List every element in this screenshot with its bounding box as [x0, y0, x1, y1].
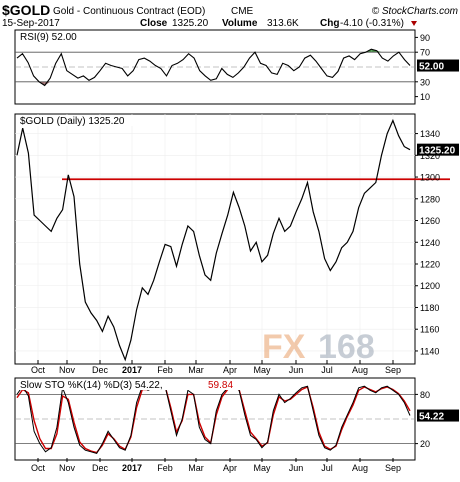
rsi-tick-label: 30 [420, 77, 430, 87]
month-label: Jun [289, 365, 304, 375]
stoch-legend-box [18, 379, 248, 390]
rsi-tick-label: 10 [420, 92, 430, 102]
stoch-legend-d: 59.84 [208, 380, 233, 391]
stoch-k-line [16, 384, 411, 454]
instrument-name: Gold - Continuous Contract (EOD) [53, 6, 205, 17]
price-tick-label: 1260 [420, 216, 440, 226]
close-label: Close [140, 18, 168, 29]
month-label: Sep [385, 365, 401, 375]
price-tick-label: 1240 [420, 238, 440, 248]
price-legend: $GOLD (Daily) 1325.20 [20, 116, 125, 127]
rsi-tick-label: 90 [420, 33, 430, 43]
stoch-legend-k: Slow STO %K(14) %D(3) 54.22, [20, 380, 163, 391]
price-legend-box [18, 115, 136, 126]
price-tick-label: 1140 [420, 346, 439, 356]
price-tick-label: 1200 [420, 281, 440, 291]
down-arrow-icon [411, 21, 417, 26]
month-label: Feb [157, 365, 173, 375]
chg-label: Chg [320, 18, 339, 29]
close-value: 1325.20 [172, 18, 209, 29]
month-label: Nov [59, 463, 76, 473]
month-label: Dec [92, 365, 109, 375]
month-label: Aug [352, 365, 368, 375]
month-label: Apr [223, 365, 237, 375]
price-tick-label: 1300 [420, 173, 440, 183]
rsi-layer: 90 70 30 10 52.00 [15, 33, 459, 102]
month-label: 2017 [122, 463, 142, 473]
rsi-tick-label: 70 [420, 48, 430, 58]
price-tick-label: 1220 [420, 260, 440, 270]
month-label: May [253, 365, 271, 375]
volume-value: 313.6K [267, 18, 299, 29]
month-label: Oct [31, 365, 46, 375]
month-label: Jun [289, 463, 304, 473]
month-axis-price: Oct Nov Dec 2017 Feb Mar Apr May Jun Jul Aug Sep [31, 360, 401, 375]
month-axis-stoch: Oct Nov Dec 2017 Feb Mar Apr May Jun Jul Aug Sep [31, 458, 401, 473]
price-layer: 1340 1320 1300 1280 1260 1240 1220 1200 1180 1160… [15, 114, 459, 364]
month-label: Nov [59, 365, 76, 375]
watermark-num: 168 [318, 328, 375, 366]
month-label: Apr [223, 463, 237, 473]
rsi-last-label: 52.00 [419, 62, 444, 73]
month-label: Oct [31, 463, 46, 473]
brand-label: © StockCharts.com [372, 6, 458, 17]
price-tick-label: 1160 [420, 325, 439, 335]
rsi-line [16, 48, 411, 87]
rsi-legend-box [18, 31, 98, 42]
rsi-last-label-box [417, 59, 459, 72]
price-last-label-box [417, 143, 459, 156]
exchange-label: CME [231, 6, 254, 17]
price-tick-label: 1180 [420, 303, 439, 313]
chg-value: -4.10 (-0.31%) [340, 18, 404, 29]
stoch-tick-label: 20 [420, 439, 430, 449]
stoch-last-label-box [417, 409, 459, 422]
month-label: Feb [157, 463, 173, 473]
month-label: 2017 [122, 365, 142, 375]
month-label: Dec [92, 463, 109, 473]
month-label: May [253, 463, 271, 473]
stoch-tick-label: 80 [420, 390, 430, 400]
price-last-label: 1325.20 [419, 146, 456, 157]
symbol-title: $GOLD [2, 2, 50, 18]
fx168-watermark: FX 168 [262, 328, 375, 366]
month-label: Aug [352, 463, 368, 473]
month-label: Sep [385, 463, 401, 473]
price-line [16, 118, 411, 362]
month-label: Jul [321, 463, 333, 473]
rsi-legend: RSI(9) 52.00 [20, 32, 77, 43]
month-label: Jul [321, 365, 333, 375]
price-panel-frame [14, 113, 416, 365]
month-label: Mar [188, 365, 204, 375]
date-label: 15-Sep-2017 [2, 18, 60, 29]
price-tick-label: 1280 [420, 194, 440, 204]
price-tick-label: 1320 [420, 151, 440, 161]
volume-label: Volume [222, 18, 258, 29]
price-tick-label: 1340 [420, 129, 440, 139]
stoch-layer: 80 20 54.22 [15, 384, 459, 454]
stoch-last-label: 54.22 [419, 412, 444, 423]
watermark-fx: FX [262, 328, 306, 366]
month-label: Mar [188, 463, 204, 473]
